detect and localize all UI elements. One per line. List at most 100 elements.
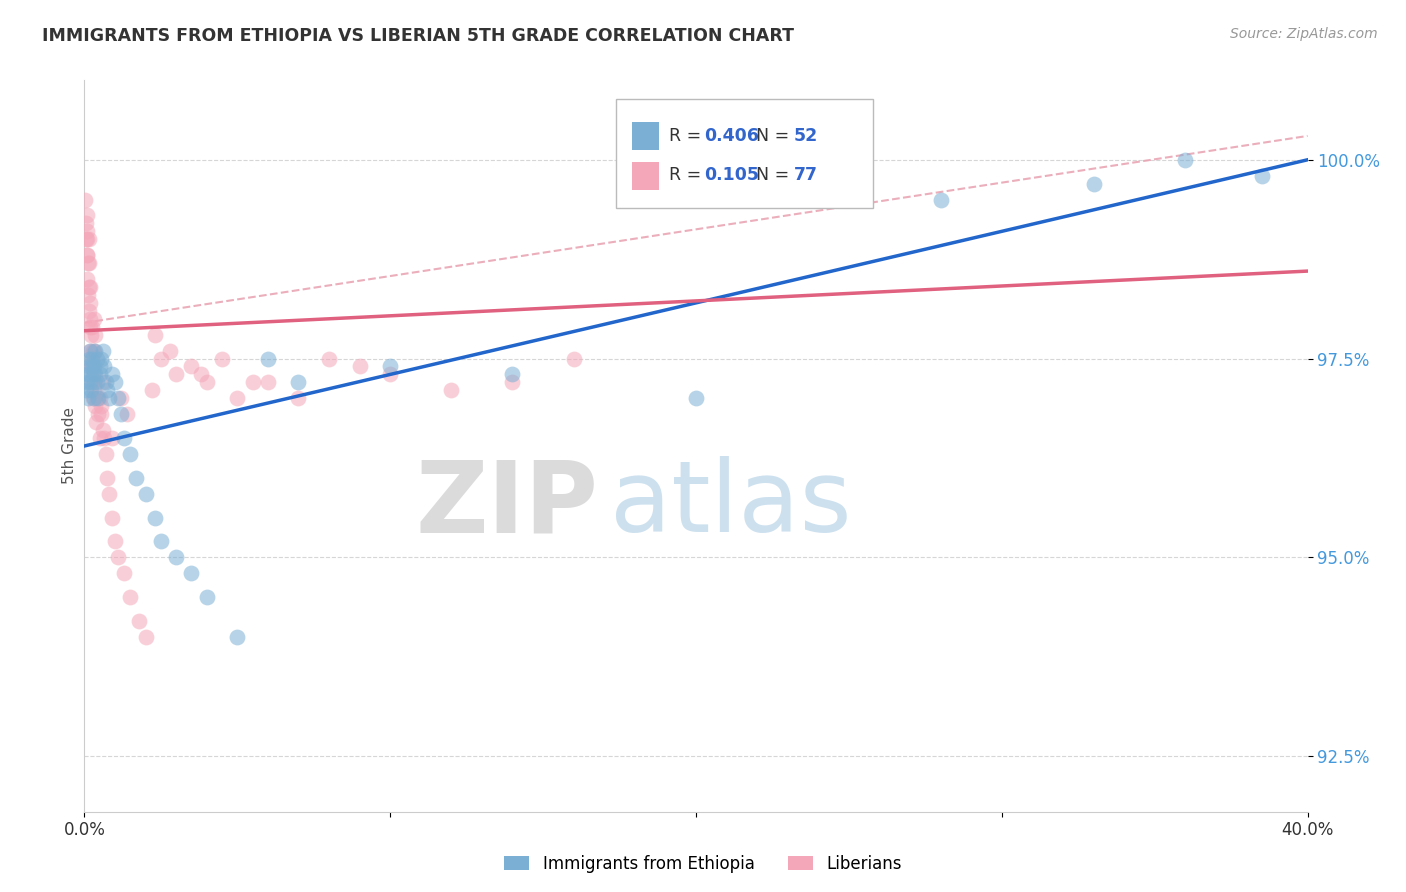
- Point: [82, 392, 104, 406]
- Point: [1250, 169, 1272, 183]
- Text: Source: ZipAtlas.com: Source: ZipAtlas.com: [1230, 27, 1378, 41]
- Point: [115, 407, 138, 421]
- Point: [93, 359, 115, 374]
- FancyBboxPatch shape: [616, 99, 873, 209]
- Point: [86, 392, 108, 406]
- Point: [143, 327, 166, 342]
- Point: [318, 351, 340, 366]
- Point: [135, 486, 157, 500]
- Text: R =: R =: [669, 167, 707, 185]
- Point: [110, 392, 132, 406]
- Point: [101, 431, 124, 445]
- Point: [79, 311, 101, 326]
- Point: [80, 384, 103, 398]
- Point: [76, 232, 98, 246]
- Point: [226, 392, 249, 406]
- Point: [685, 392, 707, 406]
- Point: [380, 368, 402, 382]
- Point: [257, 376, 280, 390]
- Point: [195, 590, 218, 604]
- Point: [77, 280, 100, 294]
- Point: [82, 343, 104, 358]
- Point: [120, 447, 142, 461]
- Point: [149, 351, 172, 366]
- Point: [77, 359, 100, 374]
- Point: [104, 534, 127, 549]
- Point: [77, 392, 100, 406]
- Text: N =: N =: [745, 167, 794, 185]
- Point: [80, 319, 103, 334]
- Point: [77, 232, 100, 246]
- Point: [79, 368, 101, 382]
- Text: 52: 52: [794, 127, 818, 145]
- Text: 0.105: 0.105: [704, 167, 759, 185]
- Point: [83, 392, 105, 406]
- Point: [91, 376, 114, 390]
- Point: [80, 376, 103, 390]
- Point: [226, 630, 249, 644]
- Point: [77, 288, 100, 302]
- Point: [77, 303, 100, 318]
- Text: N =: N =: [745, 127, 794, 145]
- Point: [75, 216, 97, 230]
- Point: [86, 392, 108, 406]
- Point: [83, 343, 105, 358]
- Point: [929, 193, 952, 207]
- Point: [84, 415, 107, 429]
- Point: [91, 343, 114, 358]
- Point: [112, 566, 135, 581]
- Point: [104, 376, 127, 390]
- Text: ZIP: ZIP: [415, 456, 598, 553]
- Point: [112, 431, 135, 445]
- Point: [76, 272, 98, 286]
- Point: [76, 248, 98, 262]
- Point: [87, 392, 110, 406]
- Point: [89, 359, 111, 374]
- Point: [120, 590, 142, 604]
- Point: [89, 392, 111, 406]
- Point: [79, 319, 101, 334]
- Legend: Immigrants from Ethiopia, Liberians: Immigrants from Ethiopia, Liberians: [498, 848, 908, 880]
- Point: [76, 248, 98, 262]
- Point: [502, 376, 524, 390]
- Point: [96, 384, 118, 398]
- Point: [141, 384, 163, 398]
- Point: [83, 368, 105, 382]
- Text: 0.406: 0.406: [704, 127, 759, 145]
- Point: [125, 471, 148, 485]
- Point: [143, 510, 166, 524]
- Point: [502, 368, 524, 382]
- Point: [380, 359, 402, 374]
- Point: [79, 296, 101, 310]
- Point: [190, 368, 212, 382]
- Point: [75, 193, 97, 207]
- Point: [562, 351, 585, 366]
- Point: [97, 392, 120, 406]
- Point: [86, 376, 108, 390]
- Point: [83, 384, 105, 398]
- Point: [1174, 153, 1197, 167]
- Point: [80, 351, 103, 366]
- Point: [135, 630, 157, 644]
- Point: [82, 368, 104, 382]
- Point: [77, 256, 100, 270]
- Point: [79, 376, 101, 390]
- Point: [91, 423, 114, 437]
- Point: [257, 351, 280, 366]
- Y-axis label: 5th Grade: 5th Grade: [62, 408, 77, 484]
- Point: [287, 376, 309, 390]
- Point: [211, 351, 233, 366]
- Point: [76, 376, 98, 390]
- Text: 77: 77: [794, 167, 818, 185]
- Bar: [633, 162, 659, 190]
- Point: [83, 376, 105, 390]
- Point: [89, 368, 111, 382]
- Point: [80, 327, 103, 342]
- Point: [76, 368, 98, 382]
- Point: [77, 351, 100, 366]
- Point: [349, 359, 371, 374]
- Point: [180, 566, 202, 581]
- Point: [84, 368, 107, 382]
- Text: atlas: atlas: [610, 456, 852, 553]
- Text: R =: R =: [669, 127, 707, 145]
